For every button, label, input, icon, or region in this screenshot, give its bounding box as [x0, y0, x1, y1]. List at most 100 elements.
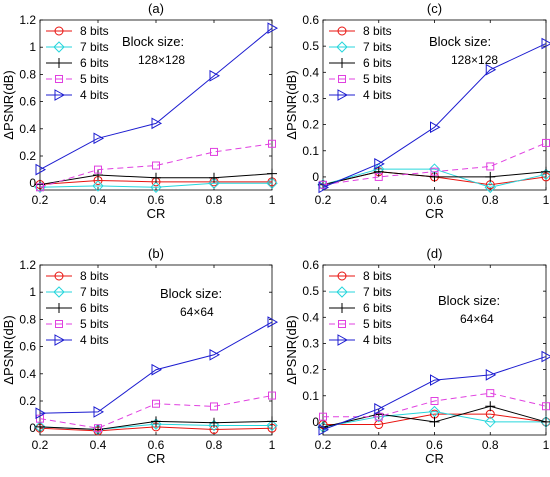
- legend-label-7-bits: 7 bits: [80, 40, 109, 54]
- x-tick-label: 0.2: [315, 438, 332, 452]
- data-point-4-bits: [430, 374, 441, 386]
- y-tick-label: 0: [29, 176, 36, 190]
- legend-label-5-bits: 5 bits: [363, 317, 392, 331]
- data-point-4-bits: [541, 350, 550, 363]
- y-tick-label: 0.6: [19, 95, 36, 109]
- legend-marker-6-bits: [54, 303, 64, 313]
- data-point-5-bits: [36, 183, 44, 192]
- legend-marker-6-bits: [54, 58, 64, 68]
- x-tick-label: 0.8: [482, 193, 499, 207]
- x-tick-label: 1: [543, 438, 550, 452]
- data-point-5-bits: [268, 139, 276, 148]
- series-line-4-bits: [322, 356, 547, 431]
- y-tick-label: 0.2: [302, 363, 319, 377]
- x-tick-label: 0.6: [148, 193, 165, 207]
- legend-label-7-bits: 7 bits: [363, 40, 392, 54]
- legend-marker-8-bits: [337, 271, 347, 281]
- legend: 8 bits 7 bits 6 bits 5 bits 4 bits: [46, 24, 109, 102]
- data-point-6-bits: [429, 171, 440, 182]
- panel-label: (a): [148, 1, 164, 16]
- legend-label-7-bits: 7 bits: [363, 285, 392, 299]
- y-tick-label: 0.2: [302, 118, 319, 132]
- data-point-5-bits: [36, 414, 44, 423]
- legend-marker-5-bits: [338, 320, 346, 328]
- legend-marker-4-bits: [337, 89, 349, 101]
- legend-marker-5-bits: [55, 320, 63, 328]
- block-size-label: Block size:: [122, 34, 184, 49]
- y-tick-label: 0.3: [302, 336, 319, 350]
- block-size-label: Block size:: [160, 286, 222, 301]
- series-line-7-bits: [322, 168, 547, 188]
- x-tick-label: 0.4: [90, 193, 107, 207]
- legend: 8 bits 7 bits 6 bits 5 bits 4 bits: [329, 24, 392, 102]
- chart-panel-2: 0.2 0.4 0.6 0.8 100.10.20.30.40.50.6CRΔPSNR(…: [284, 1, 550, 221]
- y-tick-label: 0.4: [19, 367, 36, 381]
- data-point-5-bits: [374, 412, 383, 421]
- series-line-5-bits: [39, 143, 273, 188]
- y-axis-label: ΔPSNR(dB): [284, 70, 299, 139]
- y-tick-label: 0.5: [302, 39, 319, 53]
- legend-marker-4-bits: [54, 334, 66, 346]
- x-tick-label: 0.2: [32, 438, 49, 452]
- x-tick-label: 0.4: [370, 438, 387, 452]
- data-point-7-bits: [484, 181, 496, 194]
- panel-label: (c): [427, 1, 442, 16]
- legend-label-4-bits: 4 bits: [80, 88, 109, 102]
- data-point-5-bits: [486, 389, 495, 398]
- x-axis-label: CR: [147, 206, 166, 221]
- x-tick-label: 0.4: [370, 193, 387, 207]
- data-point-5-bits: [152, 161, 160, 170]
- data-point-6-bits: [93, 170, 103, 181]
- legend-label-6-bits: 6 bits: [363, 56, 392, 70]
- legend-marker-4-bits: [337, 334, 349, 346]
- legend-label-8-bits: 8 bits: [363, 24, 392, 38]
- data-point-4-bits: [318, 181, 330, 194]
- y-tick-label: 0.6: [19, 340, 36, 354]
- legend-label-6-bits: 6 bits: [80, 56, 109, 70]
- legend-label-6-bits: 6 bits: [80, 301, 109, 315]
- data-point-6-bits: [541, 416, 550, 427]
- data-point-6-bits: [267, 168, 277, 179]
- series-line-7-bits: [322, 410, 546, 428]
- series-line-4-bits: [322, 43, 547, 188]
- data-point-7-bits: [150, 418, 162, 430]
- y-axis-label: ΔPSNR(dB): [1, 70, 16, 139]
- data-point-4-bits: [430, 121, 441, 134]
- y-tick-label: 0.2: [19, 394, 36, 408]
- y-tick-label: 1.2: [19, 13, 36, 27]
- data-point-7-bits: [208, 419, 220, 432]
- y-tick-label: 0.3: [302, 91, 319, 105]
- legend-label-7-bits: 7 bits: [80, 285, 109, 299]
- legend-label-4-bits: 4 bits: [80, 333, 109, 347]
- legend-label-5-bits: 5 bits: [363, 72, 392, 86]
- y-tick-label: 0.4: [19, 122, 36, 136]
- x-tick-label: 1: [269, 438, 276, 452]
- y-tick-label: 0.5: [302, 284, 319, 298]
- data-point-5-bits: [430, 167, 439, 176]
- series-line-8-bits: [39, 426, 273, 432]
- series-line-4-bits: [39, 321, 273, 414]
- y-tick-label: 1: [29, 40, 36, 54]
- y-tick-label: 0.8: [19, 312, 36, 326]
- data-point-4-bits: [151, 117, 163, 130]
- data-point-7-bits: [150, 181, 162, 193]
- data-point-5-bits: [268, 391, 276, 400]
- data-point-4-bits: [35, 163, 47, 176]
- data-point-6-bits: [35, 421, 45, 432]
- x-tick-label: 0.6: [148, 438, 165, 452]
- data-point-7-bits: [428, 405, 441, 418]
- y-tick-label: 0.6: [302, 13, 319, 27]
- legend-label-8-bits: 8 bits: [80, 24, 109, 38]
- y-tick-label: 0.2: [19, 149, 36, 163]
- legend-marker-5-bits: [338, 75, 346, 83]
- legend-marker-7-bits: [336, 286, 348, 298]
- data-point-5-bits: [152, 399, 160, 408]
- series-line-4-bits: [39, 27, 273, 171]
- legend-label-4-bits: 4 bits: [363, 333, 392, 347]
- axes-box: [39, 264, 273, 436]
- data-point-5-bits: [94, 424, 102, 433]
- axes-box: [322, 264, 547, 436]
- x-tick-label: 0.2: [32, 193, 49, 207]
- legend-marker-5-bits: [55, 75, 63, 83]
- x-tick-label: 0.2: [315, 193, 332, 207]
